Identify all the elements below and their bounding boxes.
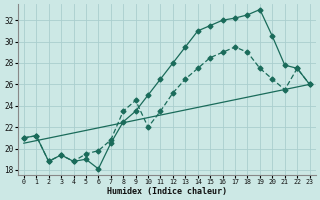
X-axis label: Humidex (Indice chaleur): Humidex (Indice chaleur) (107, 187, 227, 196)
